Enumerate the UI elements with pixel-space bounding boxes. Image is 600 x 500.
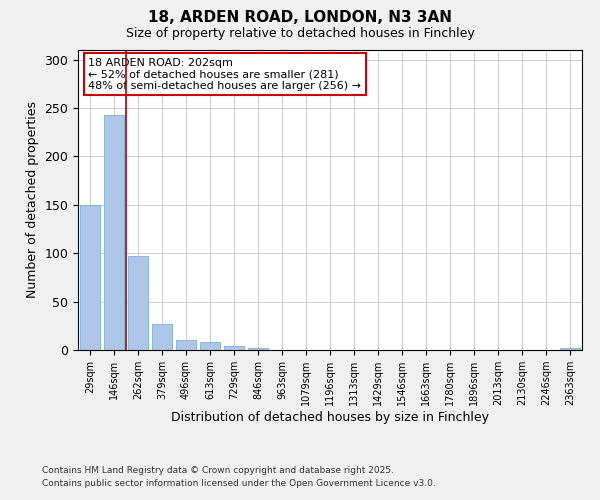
Bar [104,115,124,350]
Bar [80,205,100,350]
Text: Contains HM Land Registry data © Crown copyright and database right 2025.
Contai: Contains HM Land Registry data © Crown c… [42,466,436,487]
X-axis label: Distribution of detached houses by size in Finchley: Distribution of detached houses by size … [171,411,489,424]
Text: 18 ARDEN ROAD: 202sqm
← 52% of detached houses are smaller (281)
48% of semi-det: 18 ARDEN ROAD: 202sqm ← 52% of detached … [88,58,361,90]
Bar [200,342,220,350]
Text: 18, ARDEN ROAD, LONDON, N3 3AN: 18, ARDEN ROAD, LONDON, N3 3AN [148,10,452,25]
Y-axis label: Number of detached properties: Number of detached properties [26,102,39,298]
Bar [152,324,172,350]
Bar [176,340,196,350]
Bar [560,348,580,350]
Bar [224,346,244,350]
Text: Size of property relative to detached houses in Finchley: Size of property relative to detached ho… [125,28,475,40]
Bar [248,348,268,350]
Bar [128,256,148,350]
